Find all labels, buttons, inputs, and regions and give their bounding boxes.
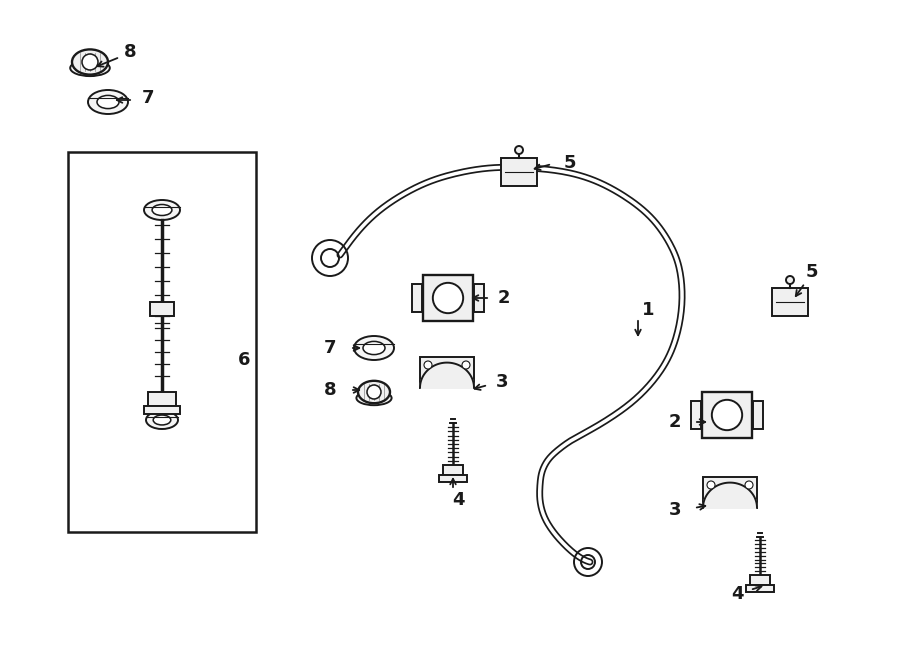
Circle shape (424, 361, 432, 369)
Ellipse shape (356, 391, 392, 405)
Bar (68, 152, 256, 532)
Circle shape (82, 54, 98, 70)
Ellipse shape (354, 336, 394, 360)
Circle shape (433, 283, 464, 313)
Ellipse shape (72, 50, 108, 75)
Ellipse shape (363, 341, 385, 354)
Bar (423, 275, 473, 321)
Ellipse shape (88, 90, 128, 114)
Circle shape (707, 481, 715, 489)
Polygon shape (420, 363, 474, 388)
Text: 3: 3 (669, 501, 681, 519)
Text: 4: 4 (731, 585, 743, 603)
Circle shape (462, 361, 470, 369)
Text: 5: 5 (806, 263, 818, 281)
Circle shape (745, 481, 753, 489)
Bar (420, 357, 474, 388)
Bar (148, 392, 176, 406)
Text: 7: 7 (324, 339, 337, 357)
Circle shape (786, 276, 794, 284)
Ellipse shape (70, 60, 110, 76)
Text: 7: 7 (142, 89, 154, 107)
Text: 8: 8 (123, 43, 136, 61)
Bar (691, 401, 701, 429)
Bar (144, 406, 180, 414)
Bar (501, 158, 537, 186)
Text: 5: 5 (563, 154, 576, 172)
Bar (412, 284, 422, 312)
Bar (443, 465, 463, 475)
Text: 2: 2 (498, 289, 510, 307)
Text: 4: 4 (452, 491, 464, 509)
Ellipse shape (97, 95, 119, 108)
Text: 8: 8 (324, 381, 337, 399)
Bar (746, 585, 774, 592)
Bar (772, 288, 808, 316)
Ellipse shape (153, 415, 171, 425)
Bar (474, 284, 484, 312)
Text: 2: 2 (669, 413, 681, 431)
Text: 6: 6 (238, 351, 250, 369)
Bar (750, 575, 770, 585)
Ellipse shape (146, 411, 178, 429)
Circle shape (367, 385, 381, 399)
Bar (753, 401, 763, 429)
Circle shape (515, 146, 523, 154)
Bar (439, 475, 467, 482)
Bar (703, 477, 757, 508)
Circle shape (712, 400, 742, 430)
Text: 3: 3 (496, 373, 508, 391)
Bar (702, 392, 752, 438)
Polygon shape (703, 483, 757, 508)
Ellipse shape (152, 204, 172, 215)
Ellipse shape (358, 381, 390, 403)
Text: 1: 1 (642, 301, 654, 319)
Ellipse shape (144, 200, 180, 220)
Bar (150, 302, 174, 316)
